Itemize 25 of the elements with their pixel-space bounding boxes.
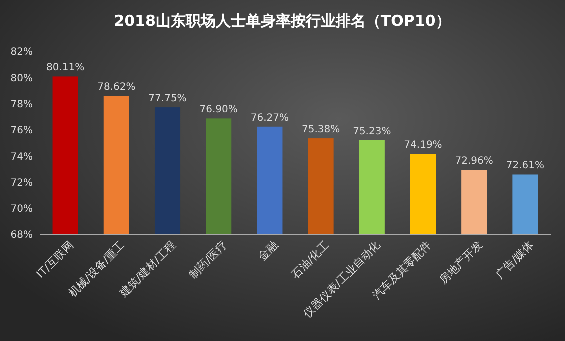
data-label: 78.62% xyxy=(98,82,136,94)
y-tick-label: 82% xyxy=(10,47,33,58)
data-label: 72.96% xyxy=(455,156,494,168)
data-label: 77.75% xyxy=(148,94,187,105)
y-tick-label: 76% xyxy=(10,126,33,137)
x-tick-label: 金融 xyxy=(256,238,281,264)
y-tick-label: 78% xyxy=(10,99,33,110)
y-tick-label: 72% xyxy=(10,178,33,189)
data-label: 75.38% xyxy=(302,124,340,136)
y-tick-label: 70% xyxy=(10,204,33,216)
chart-title: 2018山东职场人士单身率按行业排名（TOP10） xyxy=(114,12,451,30)
y-tick-label: 68% xyxy=(10,230,33,242)
data-label: 75.23% xyxy=(353,126,392,138)
data-label: 76.90% xyxy=(200,104,238,116)
data-label: 74.19% xyxy=(404,140,442,152)
y-tick-label: 74% xyxy=(10,152,33,163)
x-tick-label: 广告/媒体 xyxy=(493,238,536,282)
y-tick-label: 80% xyxy=(10,73,33,84)
x-tick-label: 制药/医疗 xyxy=(186,238,230,282)
data-label: 80.11% xyxy=(46,62,85,74)
data-label: 72.61% xyxy=(506,160,545,172)
x-tick-label: IT/互联网 xyxy=(34,238,76,281)
data-label: 76.27% xyxy=(250,112,290,124)
x-tick-label: 房地产开发 xyxy=(437,238,486,287)
x-tick-label: 石油/化工 xyxy=(288,238,332,282)
